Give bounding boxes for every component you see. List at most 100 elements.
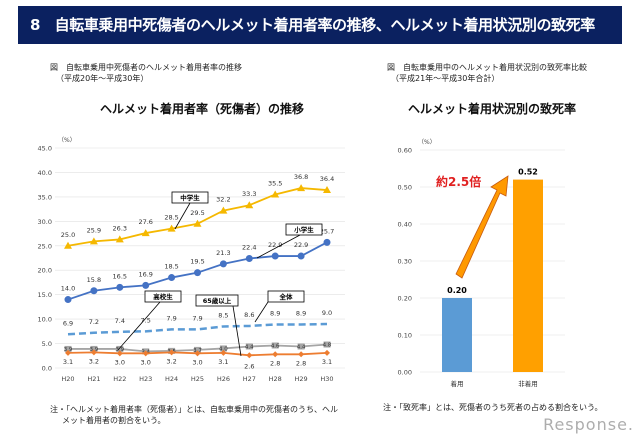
data-point	[89, 237, 98, 245]
data-point	[324, 349, 330, 356]
data-label: 22.9	[268, 241, 282, 249]
watermark-logo: Response.	[543, 415, 634, 434]
callout-leader	[256, 234, 301, 259]
data-point	[245, 254, 253, 262]
data-label: 14.0	[61, 285, 75, 293]
data-point	[297, 252, 305, 260]
data-point	[194, 350, 201, 357]
data-label: 35.5	[268, 179, 282, 187]
data-label: 6.9	[63, 319, 73, 327]
section-header: 8 自転車乗用中死傷者のヘルメット着用者率の推移、ヘルメット着用状況別の致死率	[18, 6, 622, 44]
data-label: 32.2	[216, 196, 230, 204]
data-label: 7.2	[89, 318, 99, 326]
right-chart-title: ヘルメット着用状況別の致死率	[408, 102, 577, 116]
data-point	[298, 351, 305, 358]
series-line-全体	[67, 322, 328, 336]
x-tick-label: H20	[61, 375, 74, 383]
right-caption-period: （平成21年～平成30年合計）	[391, 74, 500, 83]
data-label: 8.9	[296, 309, 306, 317]
left-note-cont: メット着用者の割合をいう。	[62, 416, 166, 425]
data-label: 36.4	[320, 175, 334, 183]
legend-callout-小学生: 小学生	[293, 225, 314, 234]
bar-着用	[442, 298, 472, 372]
data-point	[64, 296, 72, 304]
x-tick-label: H27	[243, 375, 256, 383]
data-label: 7.5	[141, 316, 151, 324]
y-axis-unit: （%）	[58, 137, 76, 144]
bar-value-label: 0.20	[447, 286, 467, 295]
x-tick-label: H29	[295, 375, 308, 383]
data-label: 3.2	[89, 357, 99, 365]
data-point	[90, 287, 98, 295]
data-point	[167, 224, 176, 232]
data-label: 29.5	[190, 209, 204, 217]
x-tick-label: 着用	[451, 379, 464, 388]
bar-非着用	[513, 179, 543, 372]
data-point	[116, 350, 123, 357]
data-point	[64, 345, 72, 352]
y-axis-unit: （%）	[418, 139, 436, 146]
data-label: 27.6	[138, 218, 152, 226]
data-point	[141, 229, 150, 237]
data-point	[116, 283, 124, 291]
data-label: 2.8	[270, 359, 280, 367]
legend-callout-box	[285, 223, 323, 236]
x-tick-label: H21	[87, 375, 100, 383]
data-point	[142, 281, 150, 289]
data-label: 9.0	[322, 309, 332, 317]
y-tick-label: 35.0	[38, 193, 52, 201]
x-tick-label: H26	[217, 375, 230, 383]
data-point	[168, 349, 175, 356]
data-label: 3.1	[322, 358, 332, 366]
left-caption-period: （平成20年～平成30年）	[56, 74, 149, 83]
ratio-annotation: 約2.5倍	[436, 174, 481, 189]
data-label: 3.0	[141, 358, 151, 366]
data-label: 2.8	[296, 359, 306, 367]
legend-callout-高校生: 高校生	[153, 292, 173, 301]
right-caption: 図 自転車乗用中のヘルメット着用状況別の致死率比較	[387, 63, 587, 72]
data-label: 22.4	[242, 243, 256, 251]
callout-leader	[174, 202, 191, 230]
bar-value-label: 0.52	[518, 168, 538, 177]
data-label: 7.9	[192, 314, 202, 322]
legend-callout-box	[171, 191, 209, 204]
data-label: 3.2	[166, 357, 176, 365]
y-tick-label: 45.0	[38, 145, 52, 153]
data-point	[219, 345, 227, 352]
data-point	[168, 274, 176, 282]
data-label: 3.0	[192, 358, 202, 366]
x-tick-label: H23	[139, 375, 152, 383]
x-tick-label: H30	[320, 375, 333, 383]
data-point	[297, 184, 306, 192]
y-tick-label: 0.30	[398, 258, 412, 266]
y-tick-label: 20.0	[38, 267, 52, 275]
left-caption: 図 自転車乗用中死傷者のヘルメット着用者率の推移	[50, 63, 242, 72]
data-point	[220, 349, 227, 356]
data-point	[142, 350, 149, 357]
y-tick-label: 0.60	[398, 147, 412, 155]
data-point	[193, 219, 202, 227]
data-point	[194, 346, 201, 353]
data-label: 8.6	[244, 311, 254, 319]
legend-callout-65歳以上: 65歳以上	[203, 296, 232, 305]
data-point	[90, 349, 97, 356]
y-tick-label: 0.00	[398, 369, 412, 377]
legend-callout-全体: 全体	[279, 292, 294, 301]
legend-callout-box	[144, 290, 182, 303]
y-tick-label: 0.0	[42, 365, 52, 373]
data-label: 2.6	[244, 362, 254, 370]
data-label: 25.9	[87, 226, 101, 234]
increase-arrow	[455, 175, 509, 279]
x-tick-label: 非着用	[518, 379, 538, 388]
y-tick-label: 25.0	[38, 242, 52, 250]
data-point	[219, 260, 227, 268]
data-label: 4.6	[271, 344, 280, 350]
data-point	[323, 238, 331, 246]
data-label: 4.0	[219, 346, 228, 352]
y-tick-label: 15.0	[38, 291, 52, 299]
data-label: 8.9	[270, 309, 280, 317]
right-note: 注・「致死率」とは、死傷者のうち死者の占める割合をいう。	[383, 403, 603, 412]
data-point	[323, 341, 331, 348]
data-label: 25.0	[61, 231, 75, 239]
